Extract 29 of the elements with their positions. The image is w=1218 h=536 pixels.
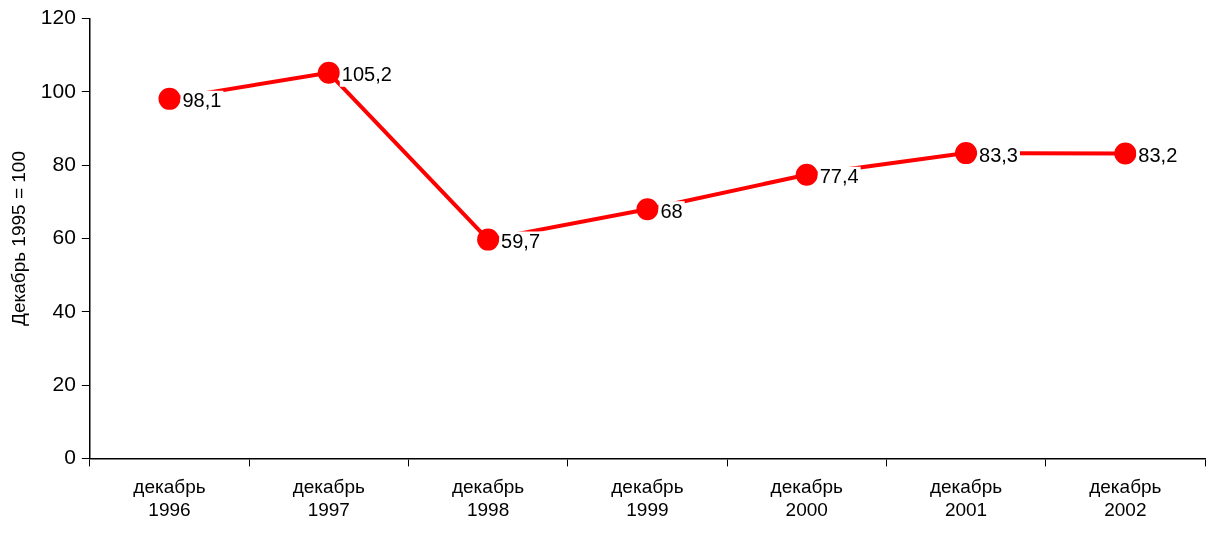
data-label: 98,1 xyxy=(182,89,222,112)
data-label: 77,4 xyxy=(819,165,859,188)
y-tick-label: 40 xyxy=(52,298,76,322)
point xyxy=(955,142,978,165)
point xyxy=(477,228,500,251)
x-tick-label: декабрь 1997 xyxy=(292,476,366,520)
x-tick-label: декабрь 2002 xyxy=(1089,476,1162,520)
y-axis-title: Декабрь 1995 = 100 xyxy=(7,151,29,326)
x-tick-label: декабрь 1998 xyxy=(451,476,525,520)
y-tick-label: 80 xyxy=(52,152,76,175)
y-tick-label: 100 xyxy=(40,78,76,102)
point xyxy=(636,198,659,221)
data-label: 68 xyxy=(660,199,683,222)
data-label: 83,3 xyxy=(979,143,1018,166)
x-tick-label: декабрь 2001 xyxy=(929,476,1003,520)
y-tick-label: 60 xyxy=(52,225,76,249)
x-tick-label: декабрь 1996 xyxy=(133,476,206,520)
data-label: 59,7 xyxy=(501,230,541,253)
point xyxy=(1114,142,1137,165)
point xyxy=(317,61,340,84)
point xyxy=(795,163,818,186)
point xyxy=(158,87,181,110)
data-label: 83,2 xyxy=(1138,143,1178,166)
data-label: 105,2 xyxy=(341,63,392,86)
y-tick-label: 0 xyxy=(64,445,76,469)
x-tick-label: декабрь 2000 xyxy=(770,476,843,520)
y-tick-label: 20 xyxy=(52,371,76,395)
y-tick-label: 120 xyxy=(40,5,76,29)
x-tick-label: декабрь 1999 xyxy=(611,476,684,520)
